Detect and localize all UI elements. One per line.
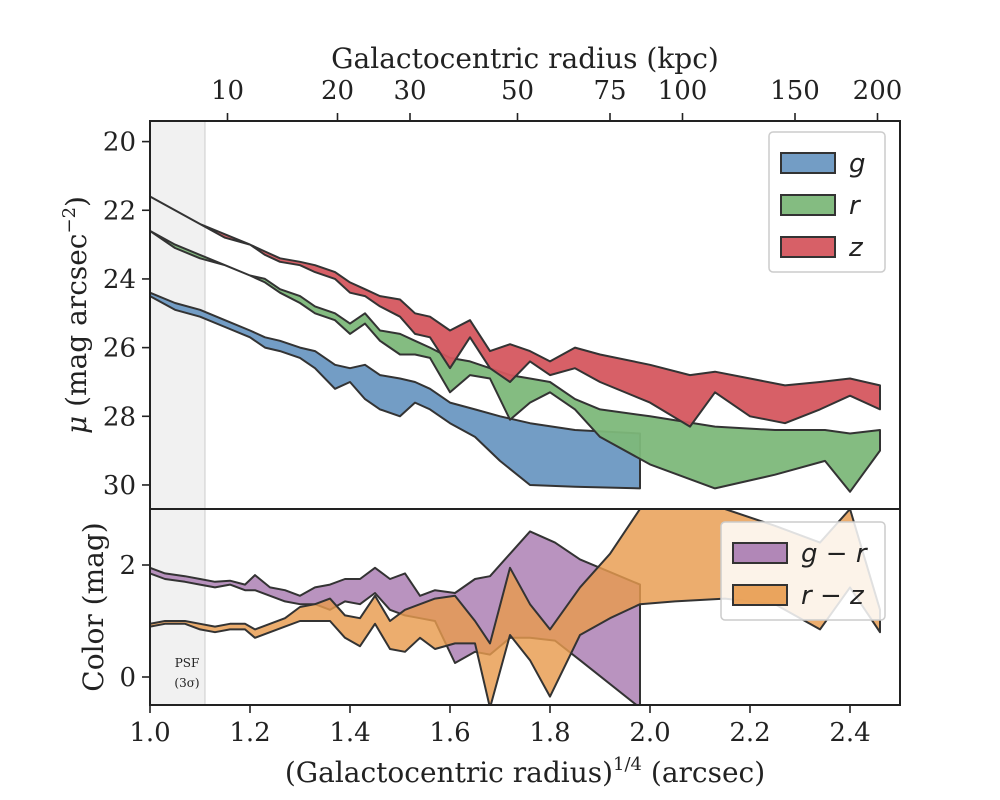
x-tick-label: 2.0 — [629, 718, 670, 748]
x-tick-label: 1.6 — [429, 718, 470, 748]
kpc-tick-label: 20 — [321, 76, 354, 106]
top-axis-label: Galactocentric radius (kpc) — [331, 42, 719, 75]
legend-label-g-r: g − r — [801, 539, 869, 569]
x-label-exponent: 1/4 — [613, 754, 642, 775]
band-r — [149, 229, 881, 493]
bottom-y-axis: 02 — [119, 551, 150, 693]
top-y-tick-label: 24 — [103, 265, 136, 295]
bottom-panel: 02 1.0 1.2 1.4 1.6 1.8 2.0 2.2 2.4 PSF (3σ) Col… — [77, 508, 901, 789]
bottom-x-axis: 1.0 1.2 1.4 1.6 1.8 2.0 2.2 2.4 — [129, 705, 871, 748]
legend-swatch-z — [780, 236, 836, 258]
bottom-series-group — [150, 509, 881, 705]
top-y-tick-label: 30 — [103, 471, 136, 501]
legend-bands: grz — [768, 131, 886, 273]
x-tick-label: 2.2 — [729, 718, 770, 748]
bottom-psf-region — [150, 509, 205, 705]
top-y-axis: 20 22 24 26 28 30 — [103, 128, 150, 501]
legend-swatch-r-z — [732, 584, 788, 606]
psf-sigma-label: (3σ) — [174, 676, 199, 690]
legend-label-r: r — [849, 191, 862, 221]
bottom-x-axis-label: (Galactocentric radius)1/4 (arcsec) — [285, 754, 765, 789]
y-label-close: ) — [60, 196, 93, 207]
top-y-axis-label: μ (mag arcsec−2) — [59, 196, 93, 434]
x-tick-label: 1.4 — [329, 718, 370, 748]
top-y-tick-label: 26 — [103, 334, 136, 364]
x-tick-label: 1.2 — [229, 718, 270, 748]
kpc-tick-label: 30 — [393, 76, 426, 106]
bottom-plot-frame — [149, 508, 901, 706]
legend-swatch-g — [780, 152, 836, 174]
top-kpc-axis: 10 20 30 50 75 100 150 200 — [211, 76, 902, 121]
x-label-text: (Galactocentric radius) — [285, 756, 613, 789]
legend-swatch-r — [780, 194, 836, 216]
y-label-exponent: −2 — [59, 207, 80, 234]
band-z — [149, 195, 881, 428]
mu-symbol: μ — [60, 416, 93, 434]
top-y-tick-label: 28 — [103, 402, 136, 432]
band-r-z — [150, 509, 881, 705]
y-label-unit: (mag arcsec — [60, 234, 93, 416]
band-g-r — [150, 530, 641, 705]
legend-colors: g − r r − z — [720, 521, 886, 621]
top-panel: 20 22 24 26 28 30 10 20 30 50 75 100 150 200 Galacto… — [59, 42, 902, 510]
legend-label-z: z — [848, 233, 864, 263]
x-label-unit: (arcsec) — [642, 756, 765, 789]
bottom-y-tick-label: 2 — [119, 551, 136, 581]
legend-label-g: g — [849, 149, 866, 179]
bottom-y-axis-label: Color (mag) — [77, 522, 110, 691]
kpc-tick-label: 10 — [211, 76, 244, 106]
psf-label: PSF — [175, 656, 200, 670]
bottom-y-tick-label: 0 — [119, 663, 136, 693]
top-y-tick-label: 20 — [103, 128, 136, 158]
kpc-tick-label: 200 — [853, 76, 903, 106]
kpc-tick-label: 75 — [593, 76, 626, 106]
kpc-tick-label: 50 — [501, 76, 534, 106]
top-y-tick-label: 22 — [103, 196, 136, 226]
kpc-tick-label: 100 — [658, 76, 708, 106]
top-series-group — [149, 195, 881, 493]
kpc-tick-label: 150 — [770, 76, 820, 106]
legend-swatch-g-r — [732, 542, 788, 564]
band-g — [149, 291, 641, 490]
x-tick-label: 2.4 — [829, 718, 870, 748]
x-tick-label: 1.8 — [529, 718, 570, 748]
x-tick-label: 1.0 — [129, 718, 170, 748]
legend-label-r-z: r − z — [801, 581, 865, 611]
